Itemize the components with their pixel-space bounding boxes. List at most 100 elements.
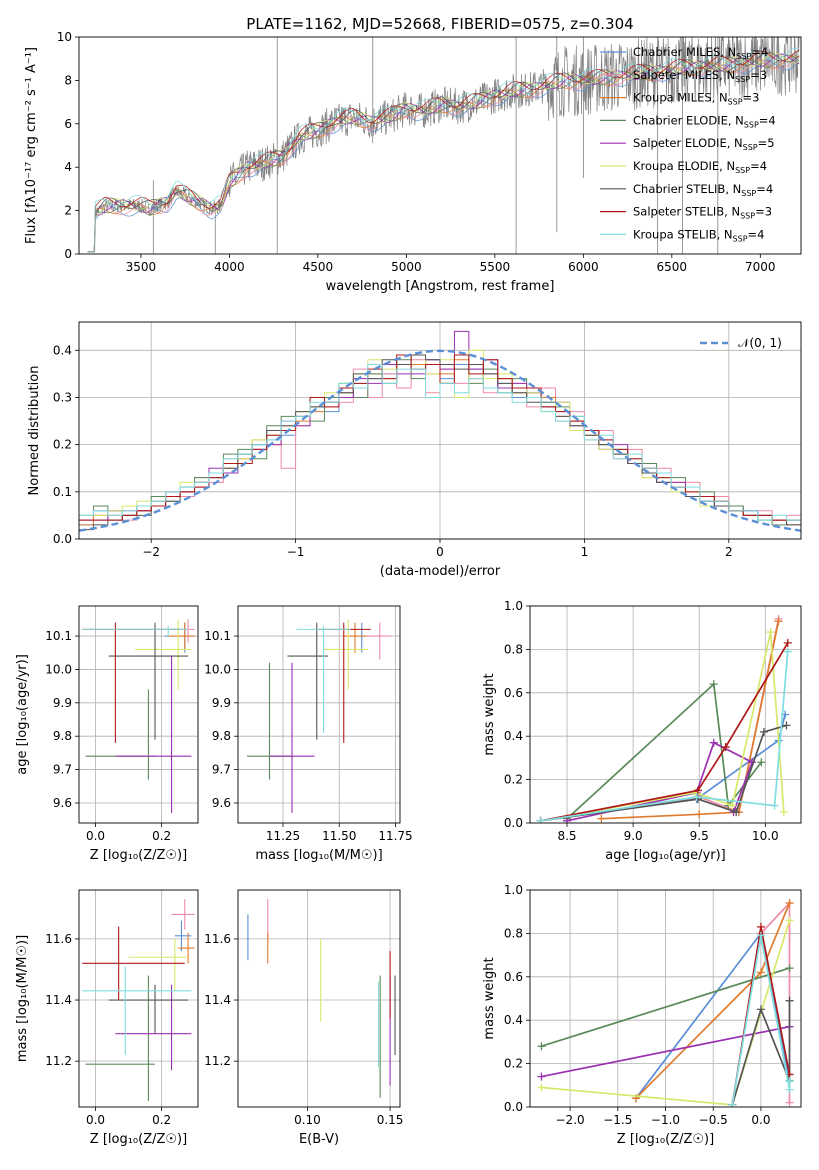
errorbar-point	[171, 899, 195, 930]
x-tick-label: −1.0	[651, 1113, 680, 1127]
y-tick-label: 10.0	[204, 662, 231, 676]
errorbar-point	[168, 622, 195, 650]
errorbar-point	[135, 619, 192, 690]
errorbar-point	[296, 626, 351, 733]
y-tick-label: 0.6	[504, 686, 523, 700]
plus-marker	[721, 743, 730, 752]
plot-area	[87, 37, 800, 254]
y-tick-label: 9.7	[53, 763, 72, 777]
legend-entry: Chabrier ELODIE, NSSP=4	[633, 113, 776, 129]
y-tick-label: 0.2	[504, 1057, 523, 1071]
plus-marker	[709, 738, 718, 747]
axes-frame	[529, 605, 802, 824]
model-spectrum-line	[87, 52, 800, 253]
grid-lines	[79, 322, 801, 540]
errorbar-point	[164, 622, 195, 653]
plus-marker	[563, 816, 572, 823]
plus-marker	[756, 922, 765, 931]
errorbar-point	[82, 926, 185, 1001]
y-tick-label: 9.8	[53, 729, 72, 743]
plot-area	[82, 619, 195, 813]
y-tick-label: 0.4	[504, 1013, 523, 1027]
grid-lines	[79, 606, 198, 823]
model-spectrum-line	[87, 55, 800, 253]
x-tick-label: −2	[142, 545, 160, 559]
mass-weight-series	[540, 724, 787, 822]
x-tick-label: −0.5	[699, 1113, 728, 1127]
model-spectrum-line	[87, 54, 800, 253]
axes-frame	[237, 889, 401, 1108]
legend-entry: Chabrier MILES, NSSP=4	[633, 45, 768, 61]
y-tick-label: 1.0	[504, 883, 523, 897]
plus-marker	[782, 721, 791, 730]
errorbar-point	[323, 619, 369, 690]
y-tick-label: 11.2	[45, 1054, 72, 1068]
y-tick-label: 11.6	[45, 932, 72, 946]
x-axis-label: Z [log₁₀(Z/Z☉)]	[617, 1132, 714, 1147]
x-axis-label: Z [log₁₀(Z/Z☉)]	[90, 848, 187, 863]
legend-entry: Kroupa STELIB, NSSP=4	[633, 227, 764, 243]
y-tick-label: 0.0	[53, 532, 72, 546]
legend-entry: Salpeter STELIB, NSSP=3	[633, 205, 772, 221]
y-tick-label: 0.4	[53, 343, 72, 357]
mass-vs-extinction-panel: 0.10 0.15 11.2 11.4 11.6 E(B-V)	[204, 889, 403, 1147]
grid-lines	[79, 890, 198, 1107]
y-tick-label: 0.8	[504, 642, 523, 656]
y-axis-label: mass weight	[482, 957, 497, 1039]
x-tick-label: −1.5	[603, 1113, 632, 1127]
x-tick-label: 5500	[480, 260, 511, 274]
plot-area	[82, 899, 195, 1101]
x-axis-label: Z [log₁₀(Z/Z☉)]	[90, 1132, 187, 1147]
x-axis-label: mass [log₁₀(M/M☉)]	[255, 848, 382, 863]
axes-frame	[78, 321, 802, 540]
plus-marker	[785, 1085, 794, 1094]
y-tick-label: 11.4	[45, 993, 72, 1007]
plus-marker	[728, 801, 737, 810]
x-tick-label: 0.2	[152, 829, 171, 843]
axis-ticks: 0.10 0.15 11.2 11.4 11.6	[204, 932, 403, 1127]
plus-marker	[785, 1098, 794, 1107]
x-tick-label: 0.10	[294, 1113, 321, 1127]
mass-weight-series	[541, 967, 790, 1048]
plus-marker	[785, 996, 794, 1005]
residual-histogram-panel: −2 −1 0 1 2 0.0 0.1 0.2 0.3 0.4 (data-model)/error…	[27, 321, 802, 579]
plot-area	[536, 615, 792, 823]
age-vs-mass-panel: 11.25 11.50 11.75 9.6 9.7 9.8 9.9 10.0 10.1 mass …	[204, 605, 413, 863]
plus-marker	[766, 628, 775, 637]
y-tick-label: 10.1	[204, 629, 231, 643]
plus-marker	[785, 916, 794, 925]
mass-vs-metallicity-panel: 0.0 0.2 11.2 11.4 11.6 Z [log₁₀(Z/Z☉)] mass [l…	[15, 889, 199, 1147]
y-axis-label: mass [log₁₀(M/M☉)]	[15, 935, 30, 1062]
plus-marker	[692, 792, 701, 801]
errorbar-point	[108, 622, 189, 740]
plus-marker	[693, 786, 702, 795]
axis-ticks: 3500 4000 4500 5000 5500 6000 6500 7000 0 2 4 6 8 10	[57, 30, 776, 274]
x-axis-label: wavelength [Angstrom, rest frame]	[326, 279, 555, 294]
errorbar-point	[178, 932, 195, 964]
axis-ticks: 0.0 0.2 9.6 9.7 9.8 9.9 10.0 10.1	[45, 629, 171, 843]
plus-marker	[537, 1083, 546, 1092]
axis-ticks: 11.25 11.50 11.75 9.6 9.7 9.8 9.9 10.0 10.1	[204, 629, 412, 843]
y-axis-label: mass weight	[482, 673, 497, 755]
axis-ticks: 0.0 0.2 11.2 11.4 11.6	[45, 932, 171, 1127]
y-tick-label: 0.8	[504, 926, 523, 940]
age-vs-metallicity-panel: 0.0 0.2 9.6 9.7 9.8 9.9 10.0 10.1 Z [log₁₀(Z/Z☉)…	[15, 605, 199, 863]
y-tick-label: 0.2	[53, 438, 72, 452]
errorbar-point	[366, 622, 391, 660]
plus-marker	[783, 638, 792, 647]
x-tick-label: 9.5	[690, 829, 709, 843]
legend-entry: Chabrier STELIB, NSSP=4	[633, 182, 773, 198]
y-tick-label: 0.2	[504, 773, 523, 787]
plot-area	[79, 330, 801, 539]
y-tick-label: 11.6	[204, 932, 231, 946]
mass-weight-series	[601, 621, 780, 820]
normal-reference-curve	[79, 349, 801, 532]
axes-frame	[78, 36, 802, 255]
x-tick-label: 4000	[214, 260, 245, 274]
y-tick-label: 0.3	[53, 390, 72, 404]
grid-lines	[238, 606, 400, 823]
errorbar-point	[247, 662, 292, 780]
y-tick-label: 0	[64, 247, 72, 261]
spectrum-panel: 3500 4000 4500 5000 5500 6000 6500 7000 0 2 4 6 8 10 w…	[24, 30, 802, 294]
